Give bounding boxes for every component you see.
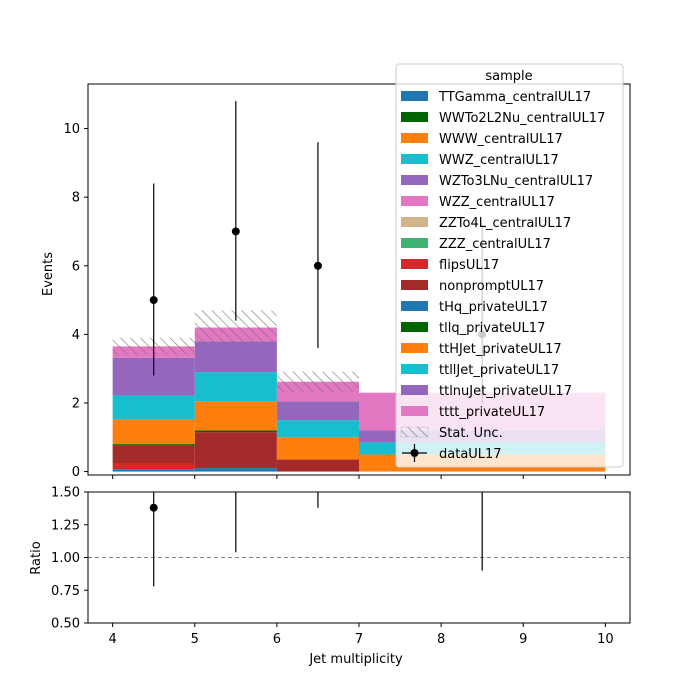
main-y-axis-label: Events: [41, 252, 56, 296]
data-point: [313, 261, 322, 270]
main-y-ticks: 0 2 4 6 8 10: [63, 122, 88, 480]
legend-swatch: [401, 217, 428, 227]
bar-segment: [194, 401, 277, 431]
y-tick-label: 1.50: [51, 486, 80, 501]
legend-items: TTGamma_centralUL17 WWTo2L2Nu_centralUL17…: [400, 90, 605, 462]
bar-segment: [194, 432, 277, 469]
bar-segment: [194, 430, 277, 433]
y-tick-label: 0.75: [51, 584, 80, 599]
ratio-y-axis-label: Ratio: [29, 541, 44, 574]
bar-segment: [112, 462, 195, 470]
ratio-points: [149, 492, 483, 587]
y-tick-label: 2: [72, 396, 80, 411]
legend-label: ttllJet_privateUL17: [439, 363, 559, 378]
legend-title: sample: [485, 69, 532, 84]
legend-swatch: [401, 196, 428, 206]
legend-swatch: [401, 280, 428, 290]
ratio-point: [149, 503, 158, 512]
legend-swatch: [401, 259, 428, 269]
legend-swatch: [401, 91, 428, 101]
y-tick-label: 0: [72, 465, 80, 480]
legend-label: WZZ_centralUL17: [439, 195, 555, 210]
legend-swatch: [401, 301, 428, 311]
legend: sample TTGamma_centralUL17 WWTo2L2Nu_cent…: [395, 63, 624, 468]
legend-label: dataUL17: [439, 447, 502, 462]
ratio-axes-frame: [87, 491, 631, 624]
stat-unc-band: [112, 310, 359, 392]
bar-segment: [112, 395, 195, 420]
legend-swatch: [401, 364, 428, 374]
y-tick-label: 4: [72, 328, 80, 343]
bar-segment: [112, 444, 195, 446]
y-tick-label: 6: [72, 259, 80, 274]
x-tick-label: 6: [273, 632, 281, 647]
legend-label: WZTo3LNu_centralUL17: [439, 174, 593, 189]
bar-segment: [112, 469, 195, 472]
legend-frame: [395, 63, 624, 468]
legend-swatch: [401, 133, 428, 143]
legend-label: flipsUL17: [439, 258, 499, 273]
legend-label: tllq_privateUL17: [439, 321, 545, 336]
bar-segment: [194, 341, 277, 373]
legend-label: tHq_privateUL17: [439, 300, 548, 315]
x-tick-label: 8: [437, 632, 445, 647]
legend-swatch: [401, 154, 428, 164]
legend-swatch: [401, 406, 428, 416]
bar-segment: [276, 437, 359, 460]
y-tick-label: 1.25: [51, 518, 80, 533]
x-tick-label: 9: [519, 632, 527, 647]
ratio-panel: 0.50 0.75 1.00 1.25 1.50 4 5 6 7 8 9 10 Ratio Jet …: [29, 486, 631, 667]
legend-label: TTGamma_centralUL17: [438, 90, 591, 105]
bar-segment: [194, 468, 277, 472]
bar-segment: [276, 420, 359, 438]
legend-swatch: [401, 322, 428, 332]
legend-label: WWTo2L2Nu_centralUL17: [439, 111, 605, 126]
bar-segment: [112, 445, 195, 463]
x-tick-label: 5: [191, 632, 199, 647]
legend-swatch: [401, 112, 428, 122]
legend-label: ZZZ_centralUL17: [439, 237, 551, 252]
legend-swatch: [401, 238, 428, 248]
legend-label: ZZTo4L_centralUL17: [439, 216, 571, 231]
x-tick-label: 4: [108, 632, 116, 647]
legend-label: ttlnuJet_privateUL17: [439, 384, 572, 399]
legend-label: WWW_centralUL17: [439, 132, 563, 147]
ratio-y-ticks: 0.50 0.75 1.00 1.25 1.50: [51, 486, 88, 632]
x-tick-label: 7: [355, 632, 363, 647]
legend-swatch: [401, 343, 428, 353]
legend-label: WWZ_centralUL17: [439, 153, 559, 168]
data-point: [231, 227, 240, 236]
stat-unc-segment: [276, 371, 359, 392]
y-tick-label: 8: [72, 191, 80, 206]
legend-label: tttt_privateUL17: [439, 405, 545, 420]
legend-label: nonpromptUL17: [439, 279, 544, 294]
bar-segment: [276, 401, 359, 421]
ratio-x-ticks: 4 5 6 7 8 9 10: [108, 623, 614, 647]
legend-marker: [410, 449, 419, 457]
data-point: [149, 296, 158, 305]
legend-swatch: [401, 385, 428, 395]
x-tick-label: 10: [597, 632, 614, 647]
bar-segment: [276, 459, 359, 472]
legend-label: Stat. Unc.: [439, 426, 503, 441]
y-tick-label: 0.50: [51, 617, 80, 632]
main-x-ticks: [112, 475, 606, 479]
bar-segment: [194, 372, 277, 402]
y-tick-label: 1.00: [51, 551, 80, 566]
y-tick-label: 10: [63, 122, 80, 137]
legend-swatch: [400, 426, 429, 438]
legend-label: ttHJet_privateUL17: [439, 342, 562, 357]
bar-segment: [112, 419, 195, 445]
x-axis-label: Jet multiplicity: [308, 652, 403, 667]
legend-swatch: [401, 175, 428, 185]
